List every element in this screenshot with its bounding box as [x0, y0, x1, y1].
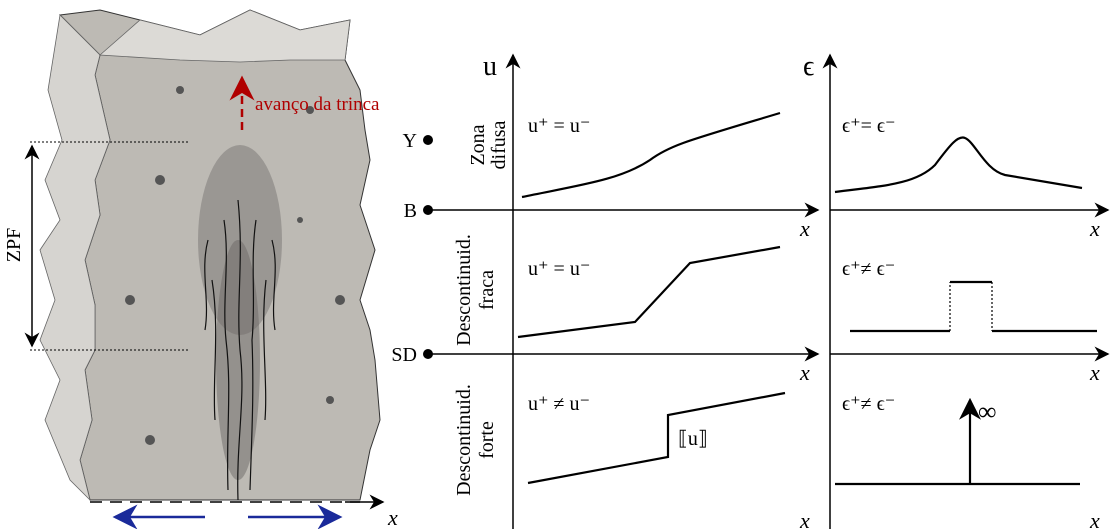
jump-label: ⟦u⟧ [678, 428, 708, 450]
strain-relation: ϵ⁺≠ ϵ⁻ [842, 393, 895, 415]
diagram: avanço da trinca ZPF x Y B SD u ϵ x x x … [0, 0, 1114, 529]
infinity-label: ∞ [978, 397, 997, 426]
axis-label: u [483, 51, 497, 82]
x-label: x [799, 508, 810, 529]
point-label: B [404, 200, 417, 222]
point [423, 135, 433, 145]
crack-label: avanço da trinca [255, 94, 380, 115]
x-label: x [387, 505, 398, 529]
x-label: x [1089, 216, 1100, 241]
strain-relation: ϵ⁺= ϵ⁻ [842, 115, 896, 137]
x-label: x [1089, 508, 1100, 529]
point-label: Y [403, 130, 417, 152]
x-label: x [799, 360, 810, 385]
axis-label: ϵ [803, 51, 814, 82]
row-label: Zona [467, 124, 489, 165]
row-label: forte [476, 421, 498, 459]
u-relation: u⁺ ≠ u⁻ [528, 393, 590, 415]
u-relation: u⁺ = u⁻ [528, 115, 590, 137]
strain-relation: ϵ⁺≠ ϵ⁻ [842, 258, 895, 280]
x-label: x [799, 216, 810, 241]
curves [518, 113, 1097, 484]
row-label: fraca [476, 270, 498, 310]
point-label: SD [391, 344, 417, 366]
row-label: difusa [488, 120, 510, 169]
row-label: Descontinuid. [453, 234, 475, 346]
zone-label: ZPF [3, 228, 25, 262]
x-label: x [1089, 360, 1100, 385]
concrete-block [30, 10, 383, 517]
row-label: Descontinuid. [453, 384, 475, 496]
u-relation: u⁺ = u⁻ [528, 258, 590, 280]
